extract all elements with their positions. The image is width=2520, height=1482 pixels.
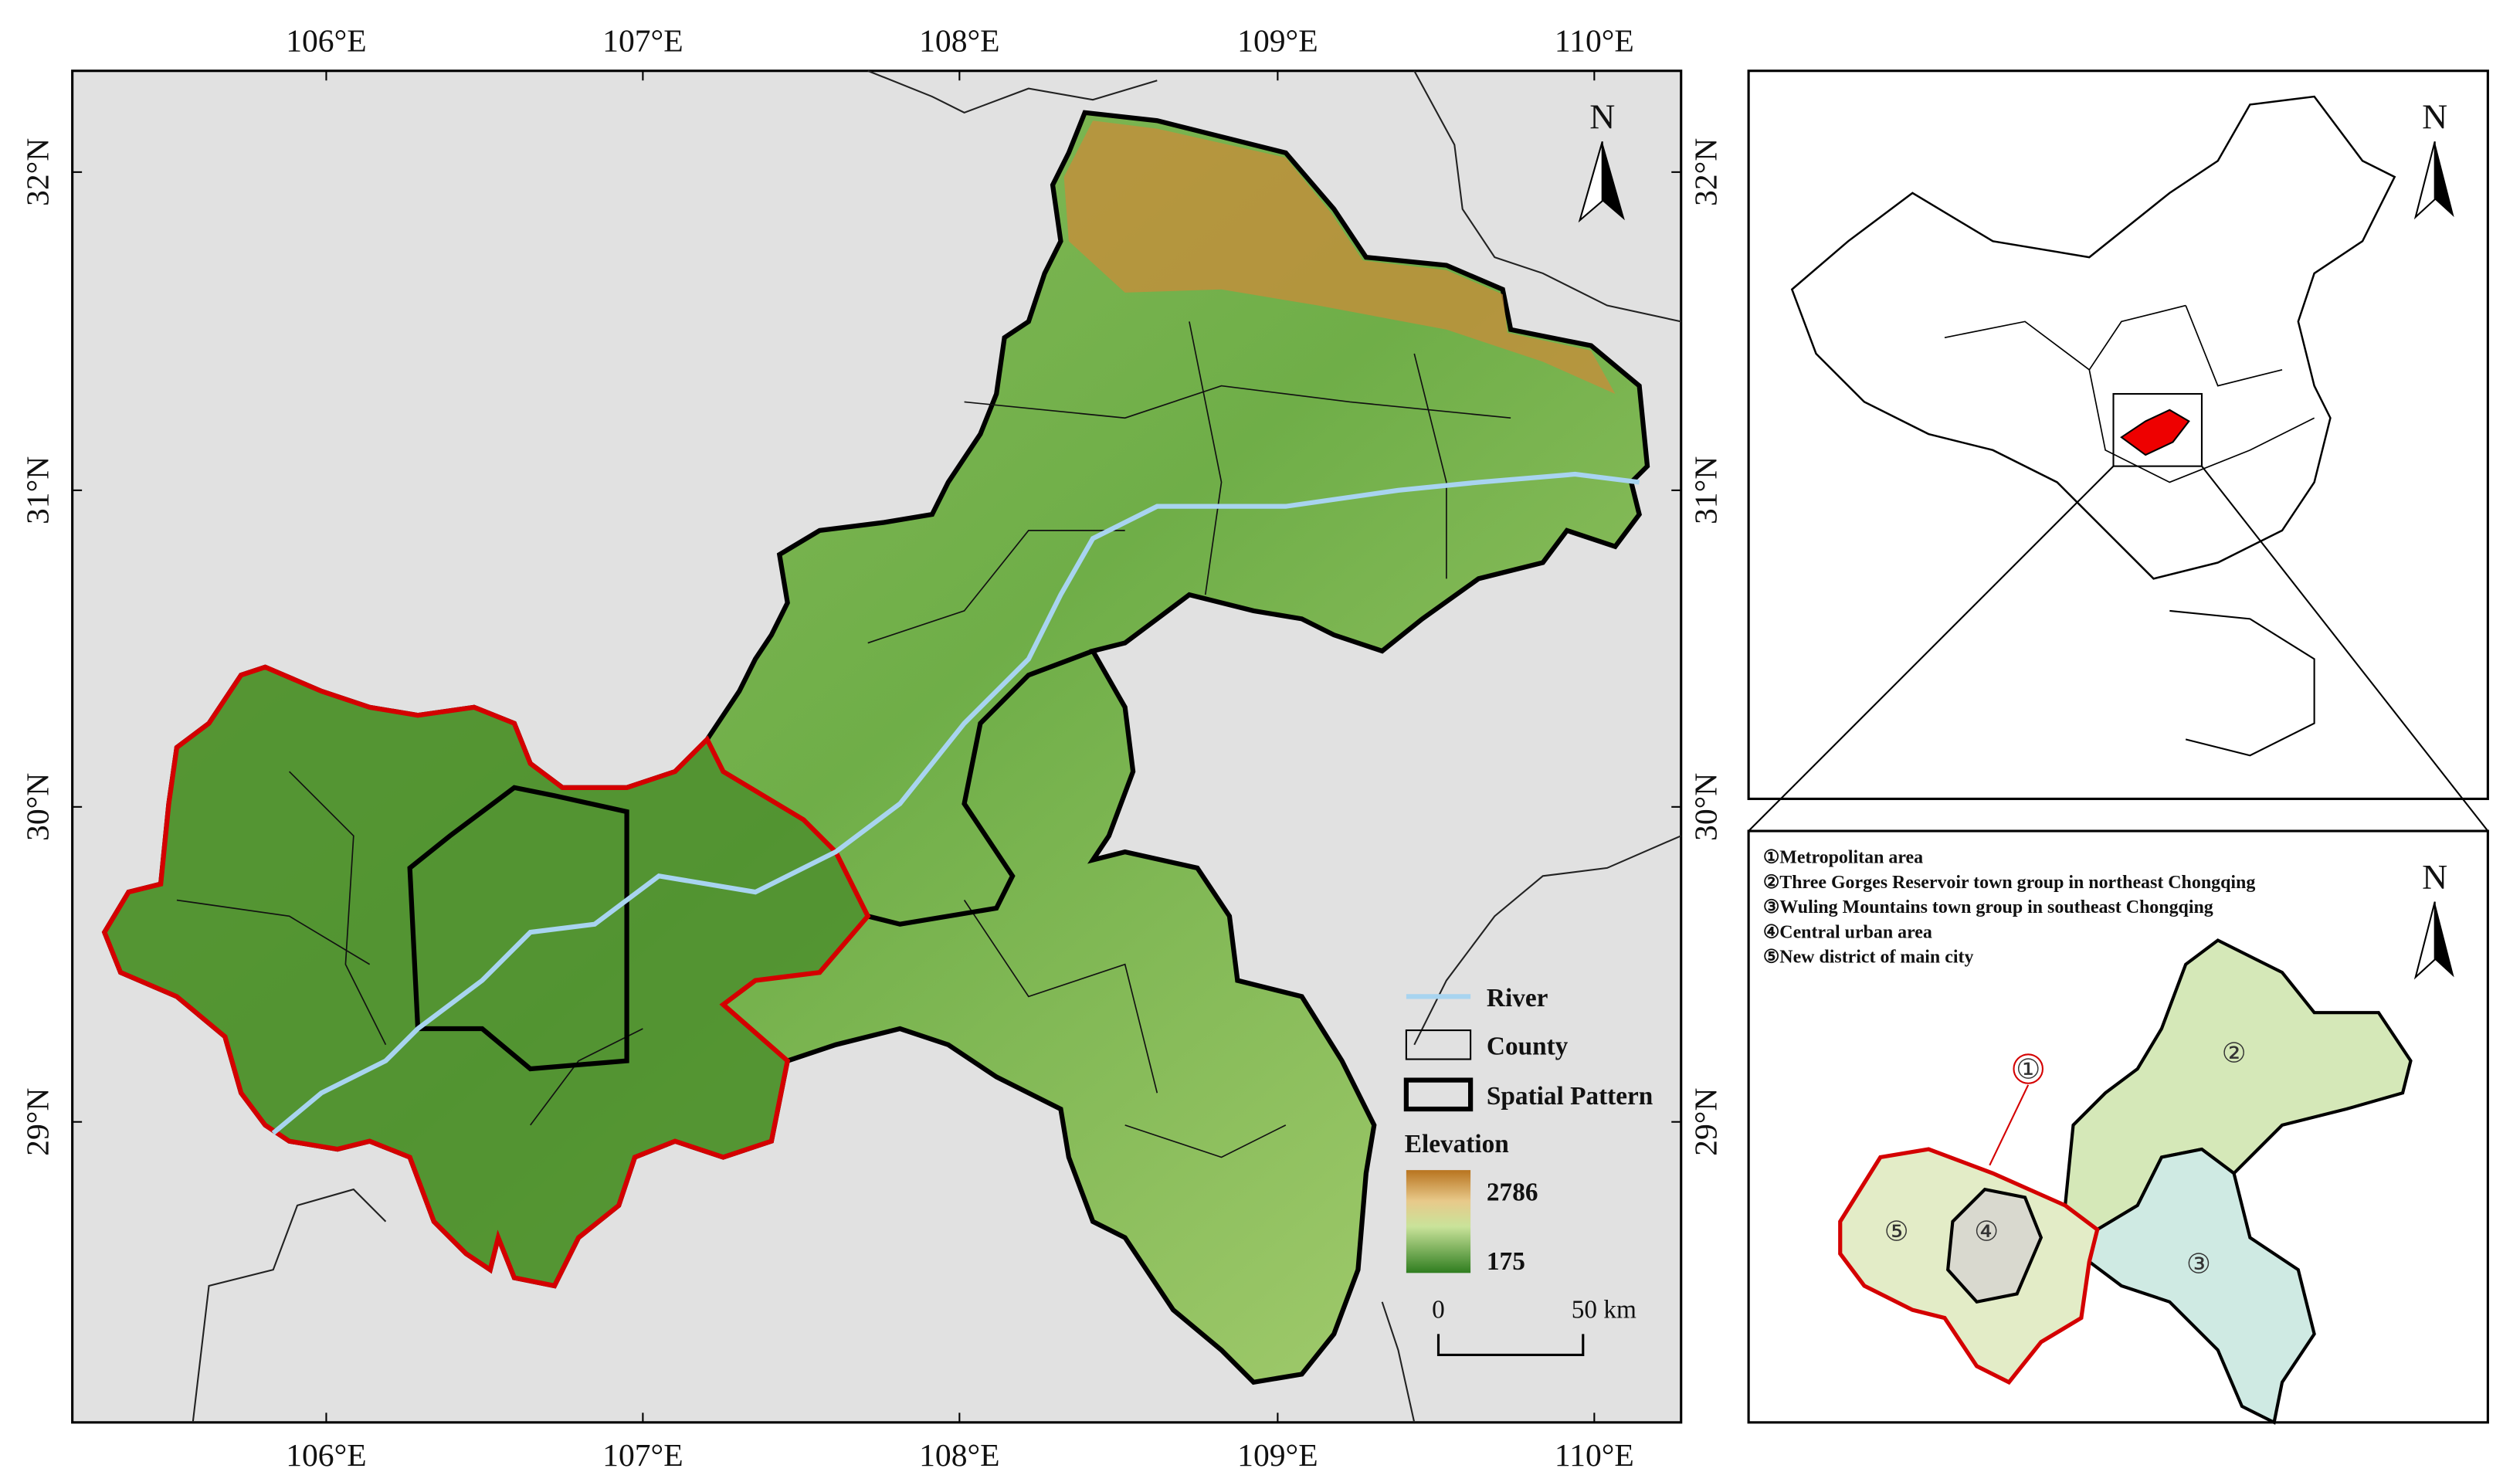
latitude-label: 29°N — [20, 1088, 56, 1156]
scale-start: 0 — [1432, 1296, 1445, 1324]
elevation-min: 175 — [1487, 1247, 1525, 1276]
region-label: ① — [2016, 1054, 2040, 1085]
legend-county-symbol — [1405, 1029, 1472, 1060]
label-ring — [2013, 1053, 2043, 1084]
elevation-max: 2786 — [1487, 1178, 1538, 1207]
high-terrain — [1063, 120, 1616, 395]
latitude-label: 32°N — [20, 138, 56, 206]
north-arrow — [2434, 141, 2454, 218]
longitude-label: 108°E — [919, 24, 999, 59]
north-arrow — [1602, 141, 1625, 221]
latitude-label: 30°N — [20, 773, 56, 841]
north-label: N — [2422, 857, 2447, 897]
leader-line — [1989, 1084, 2030, 1166]
inset-legend-item: ②Three Gorges Reservoir town group in no… — [1763, 873, 2255, 893]
legend-spatial-pattern: Spatial Pattern — [1487, 1082, 1653, 1111]
county-boundaries — [176, 321, 1511, 1158]
zoom-line — [2201, 466, 2489, 832]
inset-legend-item: ⑤New district of main city — [1763, 948, 1974, 968]
locator-box — [2112, 392, 2203, 467]
north-arrow — [2434, 901, 2454, 978]
legend-elevation: Elevation — [1405, 1130, 1509, 1158]
north-label: N — [1589, 97, 1615, 137]
metropolitan-boundary — [101, 664, 871, 1289]
longitude-label: 110°E — [1555, 24, 1634, 59]
province-lines — [1944, 304, 2315, 483]
longitude-label: 106°E — [286, 24, 366, 59]
zoom-line — [1748, 465, 2115, 832]
longitude-label: 109°E — [1237, 24, 1318, 59]
china-outline — [1790, 95, 2396, 580]
inset-legend-item: ④Central urban area — [1763, 922, 1932, 942]
region-4 — [1946, 1187, 2043, 1304]
region-label: ⑤ — [1884, 1216, 1909, 1247]
neighbor-boundaries — [192, 70, 1682, 1423]
scale-bar — [1436, 1334, 1585, 1357]
legend-pattern-symbol — [1403, 1077, 1474, 1112]
scale-end: 50 km — [1572, 1296, 1636, 1324]
south-sea-islands — [2169, 609, 2315, 757]
legend-river: River — [1487, 984, 1548, 1012]
chongqing-highlight — [2120, 409, 2190, 456]
legend-county: County — [1487, 1032, 1569, 1060]
region-label: ③ — [2186, 1248, 2211, 1279]
river — [271, 471, 1640, 1135]
spatial-pattern-boundaries — [407, 649, 1094, 1072]
latitude-label: 31°N — [1689, 456, 1725, 524]
elevation-ramp — [1406, 1170, 1471, 1273]
inset-legend-item: ①Metropolitan area — [1763, 848, 1923, 868]
longitude-label: 106°E — [286, 1438, 366, 1474]
latitude-label: 30°N — [1689, 773, 1725, 841]
north-label: N — [2422, 97, 2447, 137]
longitude-label: 109°E — [1237, 1438, 1318, 1474]
longitude-label: 110°E — [1555, 1438, 1634, 1474]
longitude-label: 108°E — [919, 1438, 999, 1474]
latitude-label: 29°N — [1689, 1088, 1725, 1156]
region-label: ② — [2222, 1038, 2247, 1069]
latitude-label: 31°N — [20, 456, 56, 524]
latitude-label: 32°N — [1689, 138, 1725, 206]
inset-legend-item: ③Wuling Mountains town group in southeas… — [1763, 897, 2213, 917]
longitude-label: 107°E — [602, 1438, 683, 1474]
region-label: ④ — [1974, 1216, 1999, 1247]
longitude-label: 107°E — [602, 24, 683, 59]
